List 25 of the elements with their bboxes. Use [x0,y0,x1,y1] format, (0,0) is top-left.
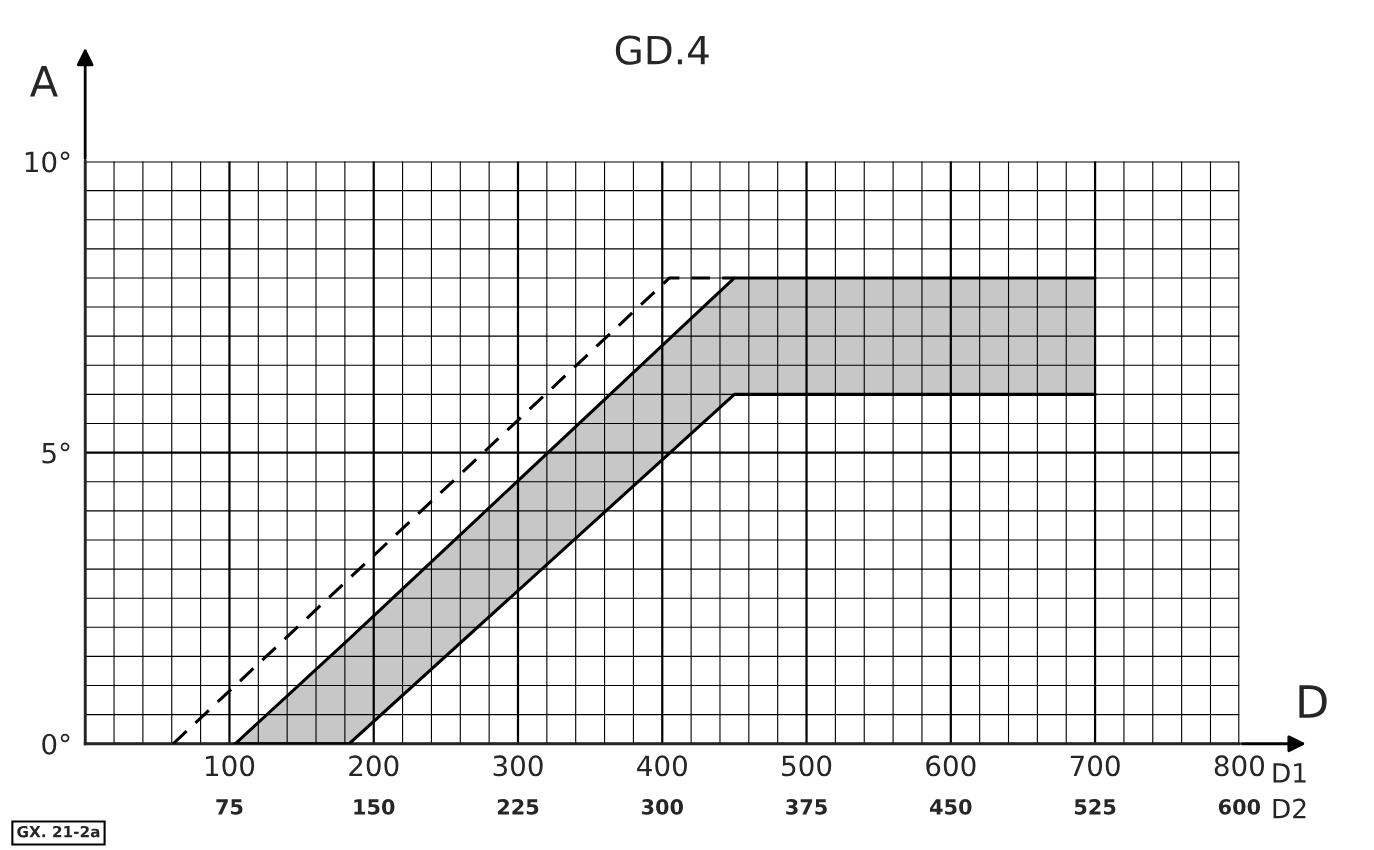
text: GX. 21-2a [17,825,100,838]
x-tick-label: 500 [782,755,832,777]
x2-tick-label: 150 [354,798,395,815]
x2-tick-label: 600 [1218,798,1261,815]
x-tick-label: 100 [206,755,255,777]
x2-tick-label: 225 [497,798,539,815]
text: D1 [1273,763,1306,783]
x2-tick-label: 525 [1074,798,1116,815]
y-tick-label: 5° [42,442,70,464]
x-tick-label: 400 [637,755,687,777]
x-tick-label: 700 [1070,755,1120,777]
x2-tick-label: 75 [216,799,243,815]
x-axis-title: D [1299,685,1327,718]
y-tick-label: 10° [25,151,70,173]
x2-tick-label: 300 [641,798,684,815]
x2-tick-label: 375 [786,798,827,815]
y-axis-title: A [30,66,58,97]
y-tick-label: 0° [42,733,70,755]
chart-title: GD.4 [615,35,709,65]
text: D2 [1273,798,1306,819]
x-tick-label: 800 [1214,755,1265,777]
x-tick-label: 300 [493,755,543,777]
x-tick-label: 600 [926,755,976,777]
x-tick-label: 200 [349,755,399,777]
x2-tick-label: 450 [930,798,972,815]
